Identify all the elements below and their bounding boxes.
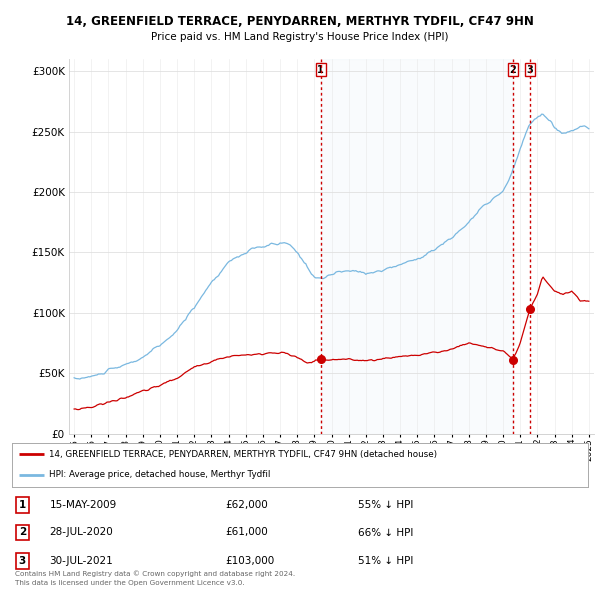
Text: Contains HM Land Registry data © Crown copyright and database right 2024.: Contains HM Land Registry data © Crown c… — [15, 571, 295, 577]
Text: 3: 3 — [527, 65, 533, 74]
Text: 15-MAY-2009: 15-MAY-2009 — [49, 500, 116, 510]
Text: 55% ↓ HPI: 55% ↓ HPI — [358, 500, 413, 510]
Text: 1: 1 — [317, 65, 324, 74]
Text: 2: 2 — [509, 65, 516, 74]
Text: Price paid vs. HM Land Registry's House Price Index (HPI): Price paid vs. HM Land Registry's House … — [151, 32, 449, 42]
Text: This data is licensed under the Open Government Licence v3.0.: This data is licensed under the Open Gov… — [15, 580, 245, 586]
Text: 1: 1 — [19, 500, 26, 510]
Text: 28-JUL-2020: 28-JUL-2020 — [49, 527, 113, 537]
Text: £62,000: £62,000 — [225, 500, 268, 510]
Bar — [320, 59, 513, 434]
Text: 3: 3 — [19, 556, 26, 566]
Text: 30-JUL-2021: 30-JUL-2021 — [49, 556, 113, 566]
Text: £61,000: £61,000 — [225, 527, 268, 537]
Text: 51% ↓ HPI: 51% ↓ HPI — [358, 556, 413, 566]
Text: 2: 2 — [19, 527, 26, 537]
Text: 14, GREENFIELD TERRACE, PENYDARREN, MERTHYR TYDFIL, CF47 9HN: 14, GREENFIELD TERRACE, PENYDARREN, MERT… — [66, 15, 534, 28]
Text: HPI: Average price, detached house, Merthyr Tydfil: HPI: Average price, detached house, Mert… — [49, 470, 271, 479]
Text: 14, GREENFIELD TERRACE, PENYDARREN, MERTHYR TYDFIL, CF47 9HN (detached house): 14, GREENFIELD TERRACE, PENYDARREN, MERT… — [49, 450, 437, 459]
Text: £103,000: £103,000 — [225, 556, 274, 566]
Text: 66% ↓ HPI: 66% ↓ HPI — [358, 527, 413, 537]
